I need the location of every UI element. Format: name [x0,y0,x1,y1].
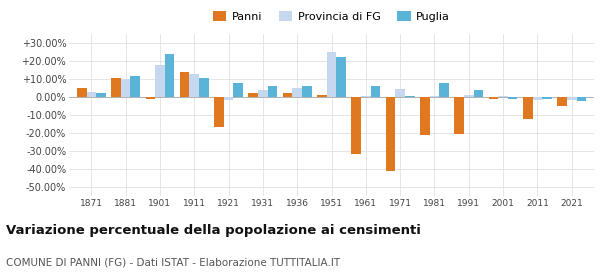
Bar [337,57,346,97]
Bar [326,52,337,97]
Bar [439,83,449,97]
Bar [454,97,464,134]
Bar [498,96,508,97]
Text: COMUNE DI PANNI (FG) - Dati ISTAT - Elaborazione TUTTITALIA.IT: COMUNE DI PANNI (FG) - Dati ISTAT - Elab… [6,258,340,268]
Bar [523,97,533,119]
Bar [473,90,483,97]
Bar [352,97,361,154]
Bar [386,97,395,171]
Bar [165,54,175,97]
Bar [361,96,371,97]
Legend: Panni, Provincia di FG, Puglia: Panni, Provincia di FG, Puglia [213,11,450,22]
Bar [268,86,277,97]
Bar [577,97,586,101]
Bar [420,97,430,135]
Bar [395,89,405,97]
Bar [542,97,552,99]
Bar [317,95,326,97]
Bar [224,97,233,100]
Bar [557,97,567,106]
Bar [155,65,165,97]
Bar [233,83,243,97]
Bar [77,88,86,97]
Bar [405,96,415,97]
Bar [464,95,473,97]
Bar [371,86,380,97]
Text: Variazione percentuale della popolazione ai censimenti: Variazione percentuale della popolazione… [6,224,421,237]
Bar [121,79,130,97]
Bar [302,86,311,97]
Bar [248,93,258,97]
Bar [430,96,439,97]
Bar [111,78,121,97]
Bar [146,97,155,99]
Bar [180,73,190,97]
Bar [283,93,292,97]
Bar [508,97,517,99]
Bar [258,90,268,97]
Bar [86,92,96,97]
Bar [567,97,577,100]
Bar [96,93,106,97]
Bar [190,74,199,97]
Bar [533,97,542,100]
Bar [199,78,209,97]
Bar [488,97,498,99]
Bar [292,88,302,97]
Bar [214,97,224,127]
Bar [130,76,140,97]
